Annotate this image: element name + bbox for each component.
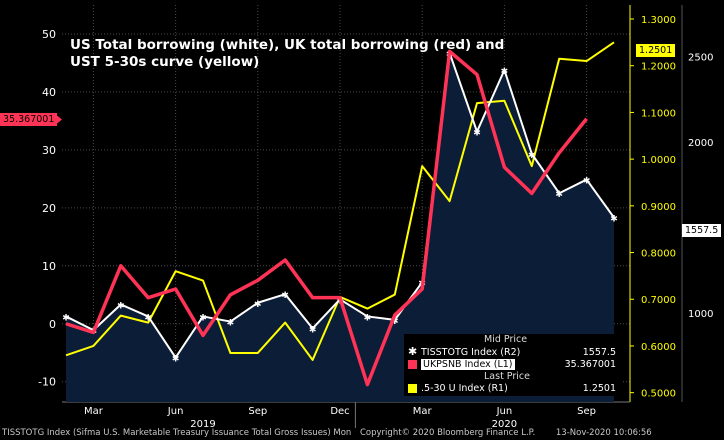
x-axis-tick-label: Mar bbox=[84, 406, 104, 417]
right1-axis-tick-label: 0.5000 bbox=[641, 389, 676, 400]
series-marker-tisstotg: ✱ bbox=[309, 324, 317, 334]
series-marker-tisstotg: ✱ bbox=[501, 66, 509, 76]
legend-label: TISSTOTG Index (R2) bbox=[421, 347, 521, 358]
series-marker-tisstotg: ✱ bbox=[172, 354, 180, 364]
x-axis-tick-label: Sep bbox=[248, 406, 267, 417]
right2-axis-tick-label: 1000 bbox=[688, 309, 713, 320]
series-marker-tisstotg: ✱ bbox=[528, 150, 536, 160]
legend-value: 35.367001 bbox=[564, 359, 616, 370]
legend-label: .5-30 U Index (R1) bbox=[421, 383, 508, 394]
left-axis-tick-label: 20 bbox=[42, 202, 56, 215]
legend-value: 1.2501 bbox=[582, 383, 616, 394]
last-value-tag-r2: 1557.5 bbox=[682, 224, 722, 237]
x-axis-tick-label: Jun bbox=[167, 406, 184, 417]
footer-timestamp: 13-Nov-2020 10:06:56 bbox=[555, 428, 652, 438]
legend-label: UKPSNB Index (L1) bbox=[421, 359, 515, 370]
x-axis-year-label: 2020 bbox=[492, 419, 517, 430]
left-axis-tick-label: 40 bbox=[42, 86, 56, 99]
series-area-tisstotg bbox=[66, 52, 614, 403]
chart-title: US Total borrowing (white), UK total bor… bbox=[70, 37, 505, 70]
x-axis-tick-label: Mar bbox=[413, 406, 433, 417]
footer-source: TISSTOTG Index (Sifma U.S. Marketable Tr… bbox=[2, 428, 352, 438]
right2-axis-tick-label: 2000 bbox=[688, 138, 713, 149]
right2-axis-tick-label: 2500 bbox=[688, 52, 713, 63]
x-axis-tick-label: Jun bbox=[496, 406, 513, 417]
series-marker-tisstotg: ✱ bbox=[610, 214, 618, 224]
series-marker-tisstotg: ✱ bbox=[144, 312, 152, 322]
series-line-ukpsnb bbox=[65, 49, 588, 387]
right1-axis-tick-label: 0.7000 bbox=[641, 295, 676, 306]
series-marker-tisstotg: ✱ bbox=[62, 312, 70, 322]
right1-axis-tick-label: 0.6000 bbox=[641, 342, 676, 353]
legend-swatch-white: ✱ bbox=[408, 345, 418, 358]
x-axis-year-label: 2019 bbox=[190, 419, 215, 430]
series-marker-tisstotg: ✱ bbox=[391, 316, 399, 326]
footer-copyright: Copyright© 2020 Bloomberg Finance L.P. bbox=[360, 428, 536, 438]
footer: TISSTOTG Index (Sifma U.S. Marketable Tr… bbox=[2, 428, 724, 438]
right1-axis-tick-label: 1.2000 bbox=[641, 62, 676, 73]
right1-axis-tick-label: 0.9000 bbox=[641, 202, 676, 213]
series-marker-tisstotg: ✱ bbox=[227, 318, 235, 328]
legend: Mid Price ✱ TISSTOTG Index (R2) 1557.5 U… bbox=[404, 334, 621, 396]
series-marker-tisstotg: ✱ bbox=[364, 312, 372, 322]
legend-header: Mid Price bbox=[484, 334, 528, 345]
series-marker-tisstotg: ✱ bbox=[254, 299, 262, 309]
right1-axis-tick-label: 1.3000 bbox=[641, 15, 676, 26]
legend-swatch-red bbox=[408, 360, 417, 369]
series-marker-tisstotg: ✱ bbox=[281, 290, 289, 300]
legend-row-yellow: .5-30 U Index (R1) 1.2501 bbox=[408, 383, 620, 395]
right1-axis-tick-label: 1.1000 bbox=[641, 108, 676, 119]
left-axis-tick-label: 10 bbox=[42, 260, 56, 273]
left-axis-tick-label: -10 bbox=[38, 376, 56, 389]
series-marker-tisstotg: ✱ bbox=[555, 189, 563, 199]
series-marker-tisstotg: ✱ bbox=[117, 300, 125, 310]
left-axis-tick-label: 0 bbox=[49, 318, 56, 331]
legend-subheader: Last Price bbox=[484, 371, 530, 382]
right1-axis-tick-label: 1.0000 bbox=[641, 155, 676, 166]
series-marker-tisstotg: ✱ bbox=[583, 176, 591, 186]
x-axis-tick-label: Dec bbox=[330, 406, 349, 417]
x-axis-tick-label: Sep bbox=[577, 406, 596, 417]
legend-row-red: UKPSNB Index (L1) 35.367001 bbox=[408, 359, 620, 371]
legend-value: 1557.5 bbox=[582, 347, 616, 358]
legend-row-white: ✱ TISSTOTG Index (R2) 1557.5 bbox=[408, 345, 620, 359]
legend-swatch-yellow bbox=[408, 384, 417, 393]
series-marker-tisstotg: ✱ bbox=[199, 312, 207, 322]
right1-axis-tick-label: 0.8000 bbox=[641, 249, 676, 260]
left-axis-tick-label: 50 bbox=[42, 28, 56, 41]
last-value-tag-left: 35.367001 bbox=[0, 113, 58, 126]
last-value-tag-r1: 1.2501 bbox=[636, 44, 676, 57]
series-marker-tisstotg: ✱ bbox=[473, 128, 481, 138]
left-axis-tick-label: 30 bbox=[42, 144, 56, 157]
